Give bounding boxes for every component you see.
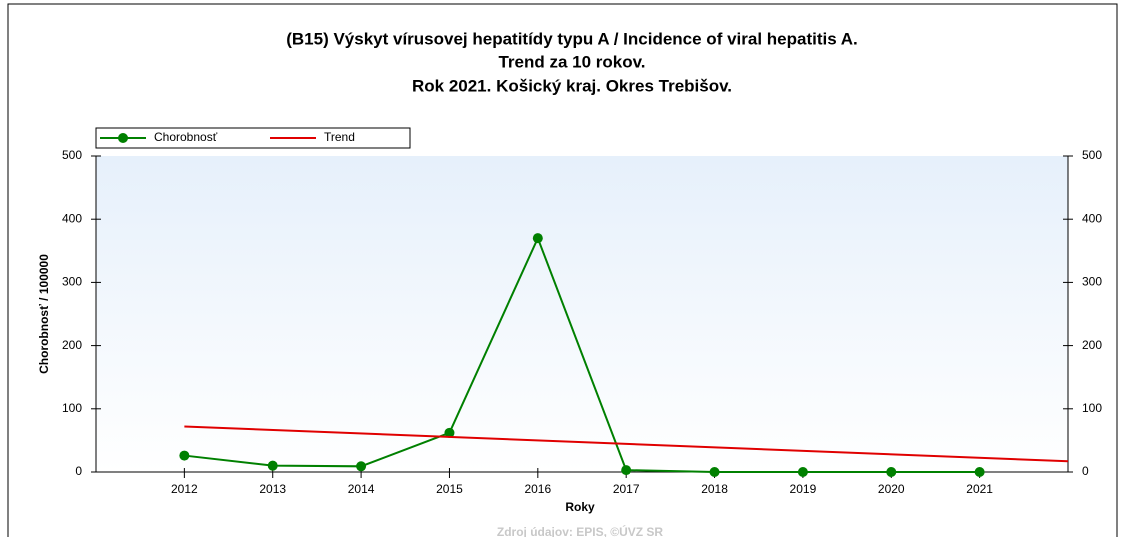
x-tick-label: 2020 xyxy=(878,482,905,496)
y-tick-label: 200 xyxy=(62,338,82,352)
data-point xyxy=(621,465,632,476)
x-tick-label: 2017 xyxy=(613,482,640,496)
y2-tick-label: 100 xyxy=(1082,401,1102,415)
frame xyxy=(7,3,1118,537)
x-tick-label: 2018 xyxy=(701,482,728,496)
series-line xyxy=(184,235,980,473)
x-tick-label: 2019 xyxy=(790,482,817,496)
y2-tick-label: 400 xyxy=(1082,211,1102,225)
data-point xyxy=(356,461,367,472)
data-point xyxy=(179,450,190,461)
y2-tick-label: 300 xyxy=(1082,275,1102,289)
data-point xyxy=(709,467,720,477)
y-tick-label: 500 xyxy=(62,148,82,162)
y-tick-label: 300 xyxy=(62,275,82,289)
y-axis-title: Chorobnosť / 100000 xyxy=(37,254,51,374)
y2-tick-label: 0 xyxy=(1082,464,1089,478)
y-tick-label: 100 xyxy=(62,401,82,415)
x-tick-label: 2013 xyxy=(259,482,286,496)
x-tick-label: 2014 xyxy=(348,482,375,496)
y-tick-label: 0 xyxy=(75,464,82,478)
x-tick-label: 2021 xyxy=(966,482,993,496)
x-tick-label: 2015 xyxy=(436,482,463,496)
x-axis-title: Roky xyxy=(565,500,595,514)
legend-label: Trend xyxy=(324,130,355,144)
data-point xyxy=(267,460,278,471)
x-tick-label: 2016 xyxy=(524,482,551,496)
series-line xyxy=(184,425,1069,463)
plot-area xyxy=(96,156,1068,472)
x-tick-label: 2012 xyxy=(171,482,198,496)
y2-tick-label: 200 xyxy=(1082,338,1102,352)
legend-marker xyxy=(118,133,128,143)
legend-label: Chorobnosť xyxy=(154,130,218,144)
data-point xyxy=(797,467,808,477)
data-point xyxy=(444,427,455,438)
chart-title: Rok 2021. Košický kraj. Okres Trebišov. xyxy=(412,76,732,95)
data-point xyxy=(974,467,985,477)
chart-title: Trend za 10 rokov. xyxy=(498,52,645,71)
source: Zdroj údajov: EPIS, ©ÚVZ SR xyxy=(497,524,664,537)
y2-tick-label: 500 xyxy=(1082,148,1102,162)
chart-title: (B15) Výskyt vírusovej hepatitídy typu A… xyxy=(286,29,858,48)
data-point xyxy=(886,467,897,477)
data-point xyxy=(532,233,543,244)
legend-box xyxy=(95,127,411,149)
y-tick-label: 400 xyxy=(62,211,82,225)
